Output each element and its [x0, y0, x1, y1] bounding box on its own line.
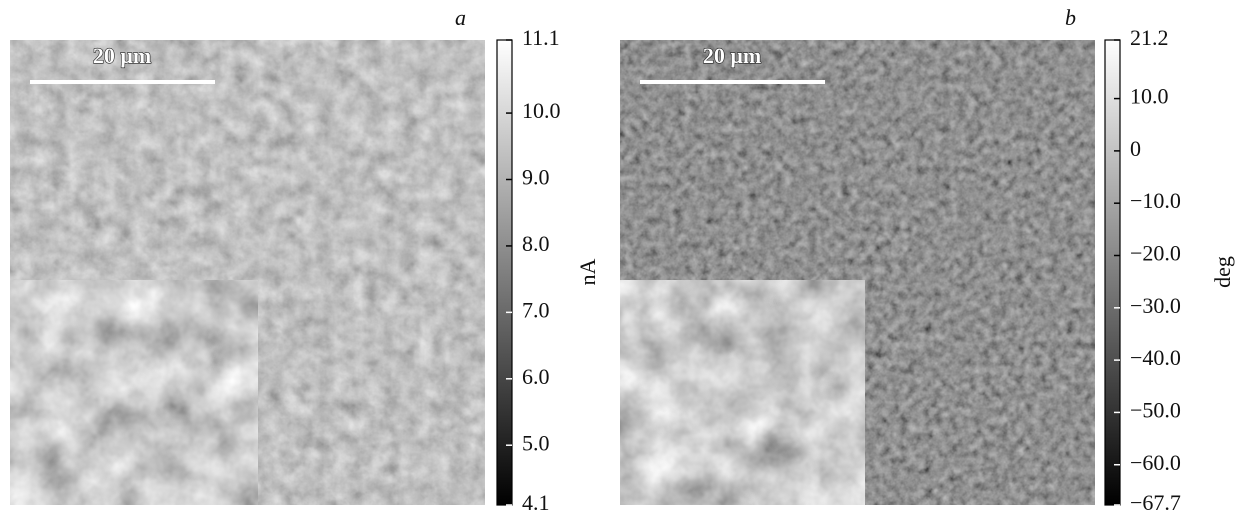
colorbar-tick-label: 0	[1130, 136, 1141, 161]
colorbar-tick-label: 11.1	[522, 25, 560, 50]
colorbar-tick-label: −40.0	[1130, 345, 1181, 370]
scale-bar-label: 20 μm	[93, 43, 151, 68]
colorbar-tick-label: −30.0	[1130, 293, 1181, 318]
panel-label: a	[455, 5, 466, 30]
colorbar	[497, 40, 512, 505]
colorbar-tick-label: 4.1	[522, 490, 550, 514]
colorbar-tick-label: 21.2	[1130, 25, 1169, 50]
colorbar-tick-label: 8.0	[522, 231, 550, 256]
colorbar-tick-label: 9.0	[522, 165, 550, 190]
colorbar-tick-label: 6.0	[522, 364, 550, 389]
colorbar-tick-label: −10.0	[1130, 188, 1181, 213]
colorbar-tick-label: −67.7	[1130, 490, 1181, 514]
colorbar-tick-label: 7.0	[522, 297, 550, 322]
colorbar-tick-label: −20.0	[1130, 241, 1181, 266]
scale-bar-label: 20 μm	[703, 43, 761, 68]
colorbar-tick-label: 10.0	[1130, 84, 1169, 109]
colorbar-label: nA	[575, 258, 600, 285]
figure: a 20 μm 4.1 5.0 6.0 7.0 8.0 9.0 10.0 11.1 nA b 20 μm…	[0, 0, 1243, 514]
inset-micrograph	[10, 280, 258, 505]
colorbar-tick-label: 5.0	[522, 430, 550, 455]
colorbar	[1105, 40, 1120, 505]
inset-micrograph	[620, 280, 865, 505]
colorbar-tick-label: 10.0	[522, 98, 561, 123]
colorbar-label: deg	[1210, 256, 1235, 288]
panel-label: b	[1065, 5, 1076, 30]
colorbar-tick-label: −50.0	[1130, 397, 1181, 422]
colorbar-tick-label: −60.0	[1130, 450, 1181, 475]
